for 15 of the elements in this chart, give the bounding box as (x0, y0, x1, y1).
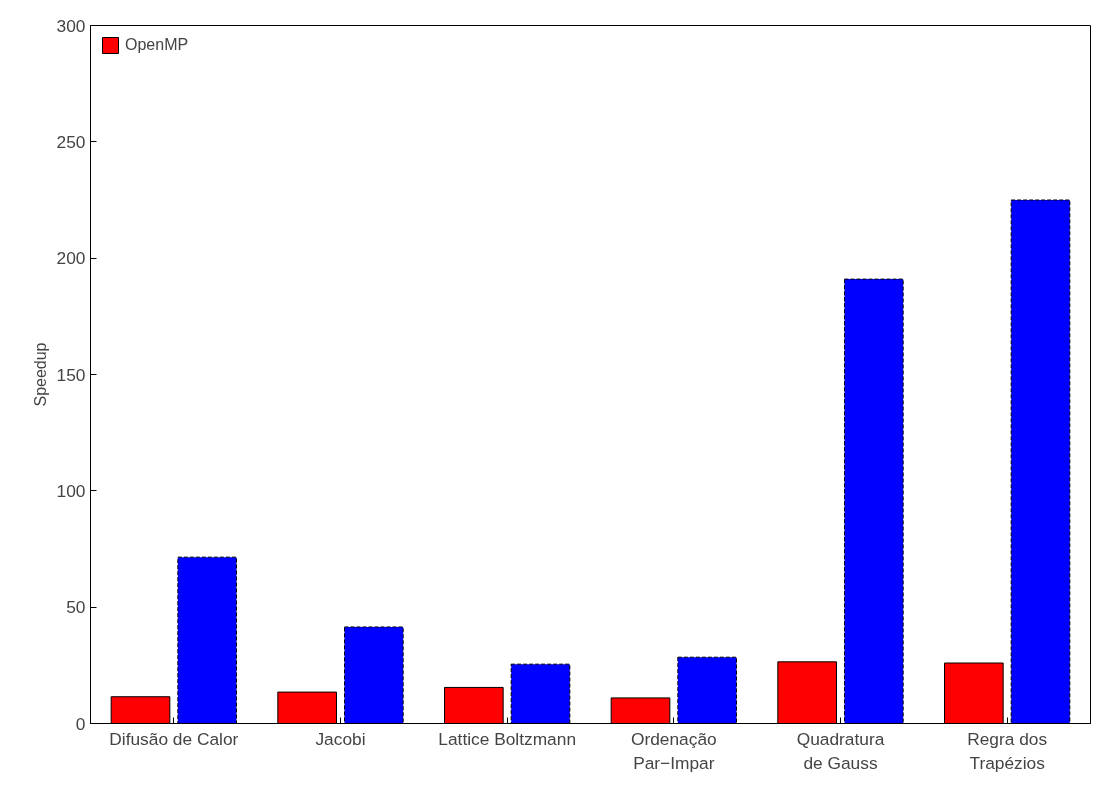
x-tick-label: Quadratura de Gauss (796, 728, 885, 773)
y-tick-label: 250 (56, 131, 86, 152)
y-tick-label: 200 (56, 248, 86, 269)
y-tick-label: 150 (56, 364, 86, 385)
y-tick-label: 300 (56, 15, 86, 36)
y-axis-title: Speedup (31, 342, 49, 407)
x-tick-label: Regra dos Trapézios (967, 728, 1048, 773)
legend-label: OpenMP (125, 36, 189, 54)
y-tick-label: 50 (66, 597, 86, 618)
x-tick-label: Jacobi (315, 728, 366, 749)
y-tick-label: 0 (75, 713, 86, 734)
y-tick-label: 100 (56, 480, 86, 501)
x-tick-label: Ordenação Par−Impar (630, 728, 717, 773)
x-tick-label: Difusão de Calor (109, 728, 239, 749)
x-tick-label: Lattice Boltzmann (438, 728, 577, 749)
